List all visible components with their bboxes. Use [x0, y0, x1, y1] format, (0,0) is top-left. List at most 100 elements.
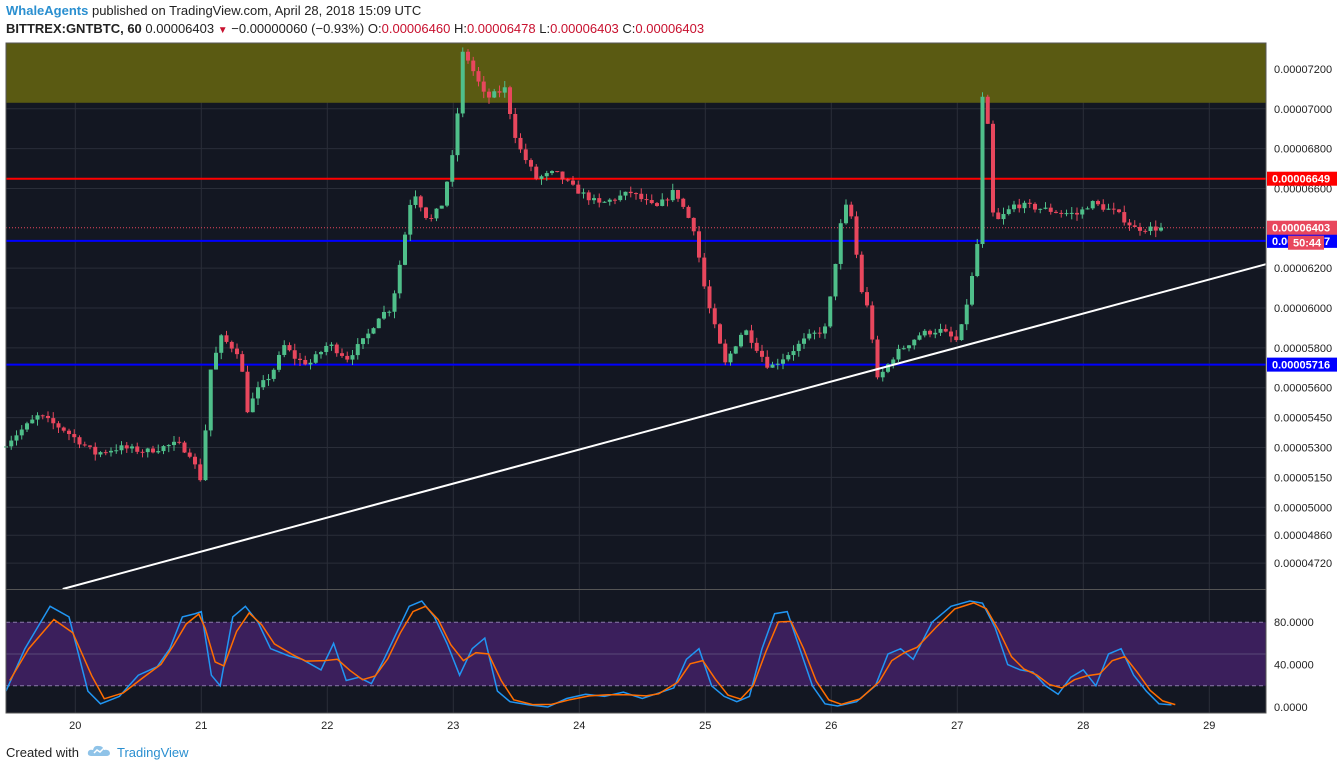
candle-down — [508, 87, 512, 114]
candle-up — [802, 338, 806, 344]
candle-up — [250, 398, 255, 413]
trendline-line[interactable] — [62, 263, 1267, 590]
candle-down — [849, 204, 854, 217]
candle-up — [823, 326, 827, 334]
candle-down — [859, 254, 864, 293]
time-tick-label: 22 — [321, 720, 333, 732]
candle-up — [277, 354, 281, 370]
low-value: 0.00006403 — [550, 21, 619, 36]
time-tick-label: 29 — [1203, 720, 1215, 732]
candle-up — [119, 445, 124, 451]
resistance-zone-rect — [6, 43, 1266, 103]
candle-down — [334, 344, 339, 354]
candle-up — [1080, 209, 1085, 215]
price-tick-label: 0.00006600 — [1274, 183, 1332, 195]
candle-up — [434, 208, 439, 219]
time-tick-label: 26 — [825, 720, 837, 732]
candle-down — [1054, 211, 1058, 213]
candle-down — [523, 149, 528, 161]
candle-up — [130, 446, 134, 449]
candle-down — [1075, 212, 1079, 215]
candle-up — [844, 204, 848, 224]
candle-down — [586, 192, 591, 201]
candle-down — [513, 113, 518, 138]
level-badge: 0.00006649 — [1272, 174, 1330, 186]
candle-down — [1117, 209, 1121, 213]
candle-up — [1038, 208, 1043, 210]
tradingview-link[interactable]: TradingView — [116, 745, 189, 760]
stochastic-indicator — [5, 600, 1266, 708]
candle-down — [1111, 208, 1116, 210]
candle-down — [686, 206, 691, 218]
price-tick-label: 0.00006800 — [1274, 144, 1332, 156]
candle-down — [1096, 201, 1100, 205]
candle-up — [324, 345, 329, 352]
candle-down — [1138, 226, 1142, 231]
candle-up — [361, 338, 365, 345]
candle-down — [135, 446, 140, 452]
candle-up — [539, 176, 544, 179]
price-axis[interactable]: 0.00007200 0.00007000 0.00006800 0.00006600… — [1274, 64, 1332, 570]
candle-down — [928, 330, 932, 335]
candle-up — [623, 191, 628, 196]
author-link[interactable]: WhaleAgents — [6, 3, 89, 18]
candle-down — [613, 199, 617, 201]
candle-down — [418, 196, 423, 208]
candle-down — [292, 350, 297, 359]
stoch-d-line — [9, 602, 1176, 706]
candle-up — [30, 419, 35, 424]
candle-up — [382, 311, 386, 319]
candle-down — [560, 171, 565, 180]
candle-down — [88, 445, 92, 447]
candle-down — [870, 305, 875, 340]
candle-down — [235, 348, 239, 355]
time-tick-label: 24 — [573, 720, 585, 732]
candle-down — [985, 96, 990, 124]
candle-up — [1085, 208, 1090, 210]
candle-down — [865, 292, 869, 306]
candle-down — [40, 415, 45, 417]
candle-up — [1022, 202, 1027, 209]
candle-up — [450, 155, 455, 182]
candle-up — [308, 362, 313, 365]
candle-down — [754, 342, 759, 351]
last-price: 0.00006403 — [145, 21, 215, 36]
price-tick-label: 0.00006000 — [1274, 303, 1332, 315]
candle-up — [366, 333, 371, 339]
candle-up — [455, 113, 460, 156]
candle-down — [817, 332, 822, 334]
candle-up — [256, 387, 260, 399]
candle-down — [298, 358, 302, 360]
candle-down — [198, 464, 203, 481]
time-tick-label: 25 — [699, 720, 711, 732]
candle-down — [534, 166, 539, 179]
candle-down — [487, 91, 491, 98]
candle-down — [424, 207, 428, 218]
candle-down — [303, 359, 308, 365]
trendline[interactable] — [62, 263, 1267, 590]
candle-down — [639, 193, 644, 200]
stoch-tick-label: 40.0000 — [1274, 660, 1314, 672]
candle-down — [182, 442, 187, 453]
time-axis[interactable]: 20 21 22 23 24 25 26 27 28 29 — [69, 720, 1215, 732]
candle-down — [193, 456, 197, 465]
price-tick-label: 0.00005800 — [1274, 343, 1332, 355]
candle-down — [718, 324, 722, 344]
candle-up — [1043, 207, 1048, 209]
candle-down — [854, 216, 859, 255]
publish-line: WhaleAgents published on TradingView.com… — [6, 3, 421, 18]
candle-down — [1143, 230, 1148, 232]
time-tick-label: 28 — [1077, 720, 1089, 732]
candle-down — [943, 328, 948, 332]
candle-down — [565, 179, 570, 181]
candle-up — [896, 348, 901, 360]
price-tick-label: 0.00004860 — [1274, 530, 1332, 542]
open-label: O: — [367, 21, 382, 36]
candle-up — [791, 351, 796, 356]
candle-up — [886, 364, 890, 372]
candle-down — [1132, 225, 1137, 227]
candle-up — [812, 332, 817, 334]
down-triangle-icon: ▼ — [217, 25, 228, 36]
candle-down — [665, 199, 670, 201]
